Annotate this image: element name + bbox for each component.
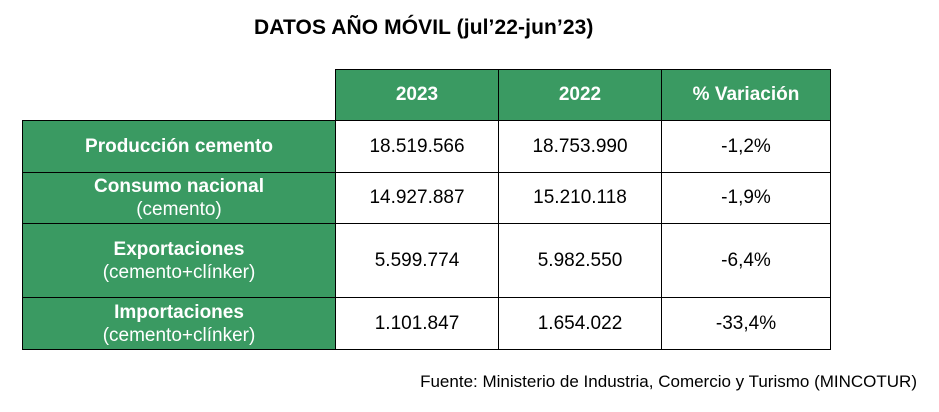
data-table: 2023 2022 % Variación Producción cemento… [22,69,831,350]
cell-2022: 1.654.022 [498,297,662,350]
row-header: Importaciones (cemento+clínker) [22,297,336,350]
cell-2023: 5.599.774 [335,223,499,298]
cell-variation: -6,4% [661,223,831,298]
cell-2023: 18.519.566 [335,120,499,173]
cell-2022: 5.982.550 [498,223,662,298]
row-label: Importaciones [114,301,244,323]
row-sublabel: (cemento) [136,199,222,220]
table-row: Importaciones (cemento+clínker) 1.101.84… [22,297,831,350]
column-header-2023: 2023 [335,69,499,121]
cell-2023: 14.927.887 [335,172,499,224]
row-label: Producción cemento [85,136,273,157]
row-header: Consumo nacional (cemento) [22,172,336,224]
table-row: Producción cemento 18.519.566 18.753.990… [22,120,831,173]
row-sublabel: (cemento+clínker) [102,261,256,283]
column-header-2022: 2022 [498,69,662,121]
row-label: Exportaciones [113,238,245,260]
cell-variation: -1,9% [661,172,831,224]
row-label: Consumo nacional [94,176,264,197]
cell-variation: -33,4% [661,297,831,350]
cell-2022: 15.210.118 [498,172,662,224]
source-note: Fuente: Ministerio de Industria, Comerci… [420,372,917,391]
chart-title: DATOS AÑO MÓVIL (jul’22-jun’23) [254,16,594,39]
column-header-variation: % Variación [661,69,831,121]
table-row: Exportaciones (cemento+clínker) 5.599.77… [22,223,831,298]
cell-2023: 1.101.847 [335,297,499,350]
row-sublabel: (cemento+clínker) [102,324,256,346]
header-row: 2023 2022 % Variación [23,69,831,121]
row-header: Exportaciones (cemento+clínker) [22,223,336,298]
table-corner [23,70,336,121]
row-header: Producción cemento [22,120,336,173]
cell-2022: 18.753.990 [498,120,662,173]
cell-variation: -1,2% [661,120,831,173]
table-row: Consumo nacional (cemento) 14.927.887 15… [22,172,831,224]
